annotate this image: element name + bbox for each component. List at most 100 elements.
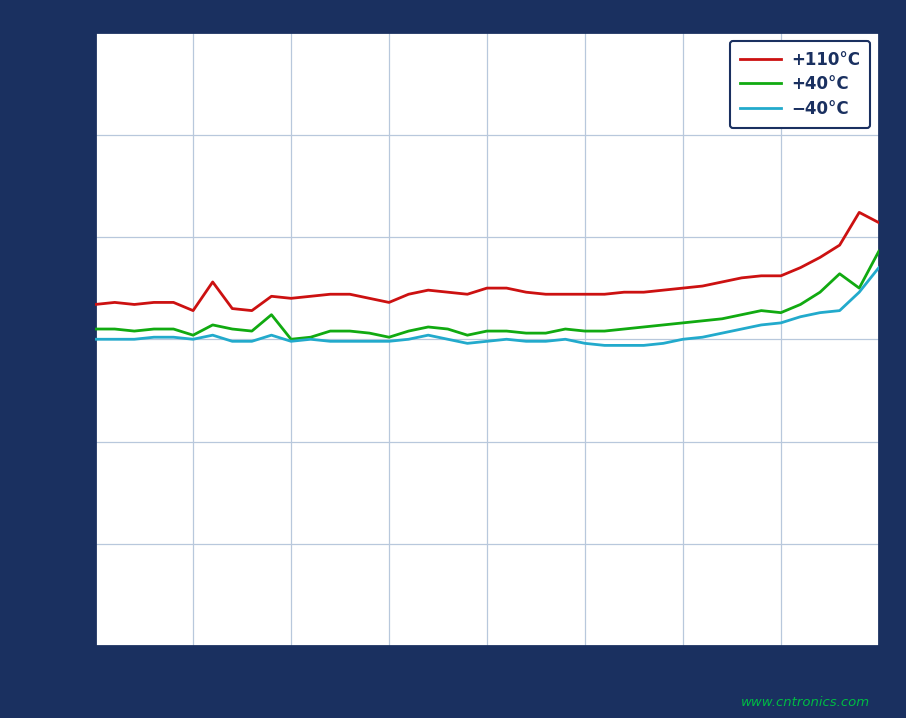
+110°C bbox=[521, 288, 532, 297]
+110°C bbox=[266, 292, 277, 301]
+40°C bbox=[285, 335, 296, 344]
X-axis label: Interferer Signal Power (dBM): Interferer Signal Power (dBM) bbox=[334, 684, 640, 702]
+40°C bbox=[580, 327, 591, 335]
+40°C bbox=[873, 247, 884, 256]
+40°C bbox=[442, 325, 453, 333]
+40°C bbox=[423, 322, 434, 331]
+110°C bbox=[90, 300, 101, 309]
−40°C bbox=[305, 335, 316, 344]
+40°C bbox=[403, 327, 414, 335]
−40°C bbox=[110, 335, 120, 344]
−40°C bbox=[853, 288, 864, 297]
+110°C bbox=[207, 278, 218, 286]
+40°C bbox=[383, 333, 394, 342]
+110°C bbox=[462, 290, 473, 299]
−40°C bbox=[226, 337, 237, 345]
+110°C bbox=[756, 271, 766, 280]
+110°C bbox=[129, 300, 140, 309]
+110°C bbox=[737, 274, 747, 282]
−40°C bbox=[599, 341, 610, 350]
+40°C bbox=[638, 322, 649, 331]
−40°C bbox=[423, 331, 434, 340]
−40°C bbox=[619, 341, 630, 350]
+110°C bbox=[638, 288, 649, 297]
+110°C bbox=[834, 241, 845, 249]
+40°C bbox=[324, 327, 335, 335]
−40°C bbox=[344, 337, 355, 345]
+40°C bbox=[305, 333, 316, 342]
+40°C bbox=[226, 325, 237, 333]
−40°C bbox=[246, 337, 257, 345]
−40°C bbox=[776, 319, 786, 327]
+40°C bbox=[756, 307, 766, 315]
+40°C bbox=[149, 325, 159, 333]
−40°C bbox=[324, 337, 335, 345]
+40°C bbox=[795, 300, 806, 309]
+110°C bbox=[853, 208, 864, 217]
−40°C bbox=[266, 331, 277, 340]
−40°C bbox=[717, 329, 728, 337]
−40°C bbox=[678, 335, 689, 344]
+110°C bbox=[619, 288, 630, 297]
−40°C bbox=[129, 335, 140, 344]
−40°C bbox=[580, 339, 591, 348]
+110°C bbox=[580, 290, 591, 299]
+110°C bbox=[383, 298, 394, 307]
+40°C bbox=[560, 325, 571, 333]
+110°C bbox=[501, 284, 512, 292]
+110°C bbox=[188, 307, 198, 315]
+40°C bbox=[188, 331, 198, 340]
−40°C bbox=[737, 325, 747, 333]
+40°C bbox=[481, 327, 492, 335]
+110°C bbox=[168, 298, 178, 307]
−40°C bbox=[873, 264, 884, 272]
+110°C bbox=[344, 290, 355, 299]
+40°C bbox=[678, 319, 689, 327]
+110°C bbox=[678, 284, 689, 292]
−40°C bbox=[364, 337, 375, 345]
+40°C bbox=[853, 284, 864, 292]
+110°C bbox=[442, 288, 453, 297]
−40°C bbox=[795, 312, 806, 321]
+40°C bbox=[246, 327, 257, 335]
+40°C bbox=[168, 325, 178, 333]
+110°C bbox=[795, 264, 806, 272]
+110°C bbox=[814, 253, 825, 261]
Line: +40°C: +40°C bbox=[95, 251, 879, 340]
−40°C bbox=[834, 307, 845, 315]
−40°C bbox=[501, 335, 512, 344]
+40°C bbox=[90, 325, 101, 333]
−40°C bbox=[149, 333, 159, 342]
Text: www.cntronics.com: www.cntronics.com bbox=[740, 696, 870, 709]
+110°C bbox=[873, 218, 884, 227]
−40°C bbox=[658, 339, 669, 348]
+40°C bbox=[540, 329, 551, 337]
−40°C bbox=[638, 341, 649, 350]
−40°C bbox=[697, 333, 708, 342]
+110°C bbox=[540, 290, 551, 299]
+110°C bbox=[305, 292, 316, 301]
+40°C bbox=[599, 327, 610, 335]
+110°C bbox=[149, 298, 159, 307]
+110°C bbox=[285, 294, 296, 303]
+40°C bbox=[717, 314, 728, 323]
−40°C bbox=[188, 335, 198, 344]
−40°C bbox=[442, 335, 453, 344]
+110°C bbox=[658, 286, 669, 294]
−40°C bbox=[383, 337, 394, 345]
+110°C bbox=[423, 286, 434, 294]
+40°C bbox=[619, 325, 630, 333]
−40°C bbox=[481, 337, 492, 345]
+110°C bbox=[324, 290, 335, 299]
+110°C bbox=[717, 278, 728, 286]
+40°C bbox=[737, 310, 747, 319]
+110°C bbox=[403, 290, 414, 299]
+110°C bbox=[246, 307, 257, 315]
Legend: +110°C, +40°C, −40°C: +110°C, +40°C, −40°C bbox=[730, 41, 871, 128]
−40°C bbox=[521, 337, 532, 345]
+40°C bbox=[266, 310, 277, 319]
+40°C bbox=[364, 329, 375, 337]
−40°C bbox=[90, 335, 101, 344]
−40°C bbox=[403, 335, 414, 344]
+110°C bbox=[110, 298, 120, 307]
